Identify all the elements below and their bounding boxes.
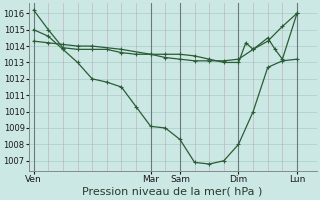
X-axis label: Pression niveau de la mer( hPa ): Pression niveau de la mer( hPa )	[83, 187, 263, 197]
